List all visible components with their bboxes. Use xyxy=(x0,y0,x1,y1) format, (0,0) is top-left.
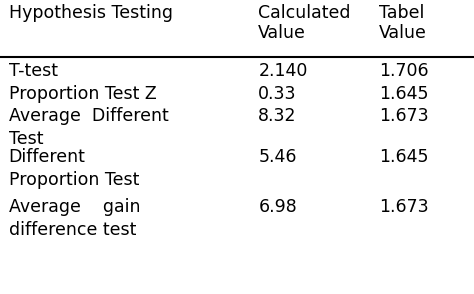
Text: 5.46: 5.46 xyxy=(258,148,297,166)
Text: Tabel: Tabel xyxy=(379,4,425,22)
Text: Proportion Test Z: Proportion Test Z xyxy=(9,85,156,103)
Text: 1.673: 1.673 xyxy=(379,107,429,125)
Text: 2.140: 2.140 xyxy=(258,62,308,80)
Text: T-test: T-test xyxy=(9,62,57,80)
Text: 8.32: 8.32 xyxy=(258,107,297,125)
Text: Value: Value xyxy=(379,24,427,42)
Text: 1.645: 1.645 xyxy=(379,148,428,166)
Text: 1.673: 1.673 xyxy=(379,198,429,216)
Text: Hypothesis Testing: Hypothesis Testing xyxy=(9,4,173,22)
Text: Average    gain
difference test: Average gain difference test xyxy=(9,198,140,239)
Text: Calculated: Calculated xyxy=(258,4,351,22)
Text: 1.706: 1.706 xyxy=(379,62,429,80)
Text: 6.98: 6.98 xyxy=(258,198,297,216)
Text: Average  Different
Test: Average Different Test xyxy=(9,107,168,148)
Text: 1.645: 1.645 xyxy=(379,85,428,103)
Text: Value: Value xyxy=(258,24,306,42)
Text: Different
Proportion Test: Different Proportion Test xyxy=(9,148,139,189)
Text: 0.33: 0.33 xyxy=(258,85,297,103)
